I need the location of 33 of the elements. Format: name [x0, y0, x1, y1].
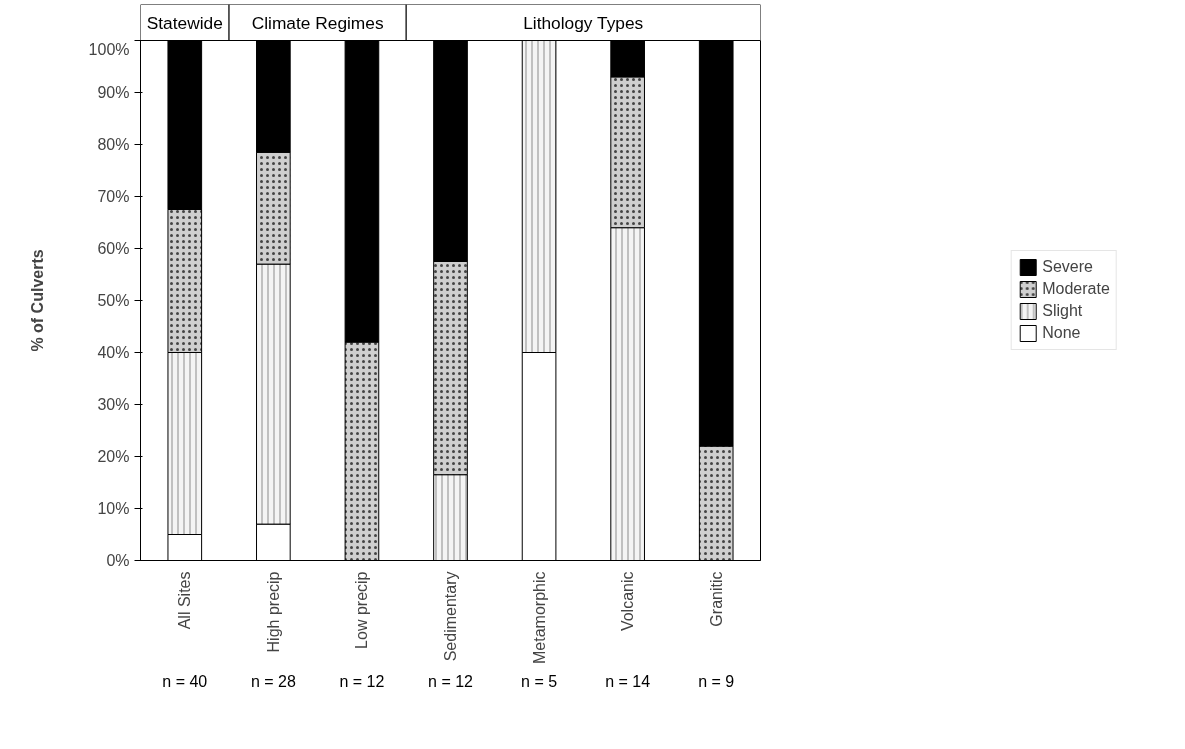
legend-label: None	[1042, 324, 1081, 342]
y-tick-label: 20%	[97, 448, 130, 465]
text: Statewide	[146, 12, 223, 33]
text: Climate Regimes	[251, 12, 384, 33]
x-tick-label: Low precip	[353, 571, 371, 649]
x-tick-label: Metamorphic	[530, 571, 548, 664]
x-tick-label: High precip	[264, 571, 282, 653]
text: n = 5	[521, 673, 558, 690]
x-tick-label: Volcanic	[619, 571, 637, 632]
x-tick-label: All Sites	[176, 571, 194, 630]
x-tick-label: Sedimentary	[442, 571, 459, 662]
text: n = 40	[162, 673, 208, 690]
text: n = 12	[339, 673, 385, 690]
text: n = 9	[698, 673, 735, 690]
legend-label: Slight	[1042, 302, 1083, 320]
y-tick-label: 60%	[97, 240, 130, 257]
y-tick-label: 0%	[106, 552, 130, 569]
y-tick-label: 80%	[97, 136, 130, 153]
y-axis-title: % of Culverts	[28, 249, 46, 352]
text: n = 12	[428, 673, 474, 690]
y-tick-label: 100%	[88, 40, 130, 58]
y-tick-label: 70%	[97, 188, 130, 205]
text: Lithology Types	[523, 12, 644, 33]
y-tick-label: 90%	[97, 84, 130, 101]
y-tick-label: 30%	[97, 396, 130, 413]
y-tick-label: 40%	[97, 344, 130, 361]
x-tick-label: Granitic	[707, 571, 725, 627]
y-tick-label: 50%	[97, 292, 130, 309]
y-tick-label: 10%	[97, 500, 130, 517]
legend-label: Moderate	[1042, 280, 1110, 298]
text: n = 28	[250, 673, 296, 690]
text: n = 14	[605, 673, 651, 690]
legend-label: Severe	[1042, 258, 1093, 276]
